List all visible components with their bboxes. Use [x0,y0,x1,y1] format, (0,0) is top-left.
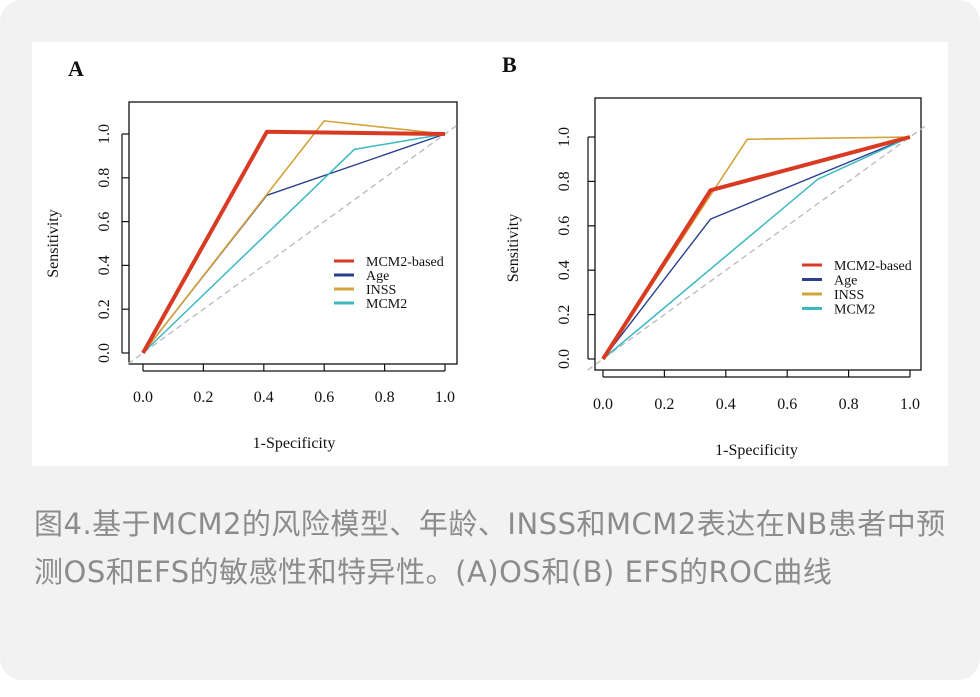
y-tick-label: 1.0 [96,124,113,144]
figure-caption: 图4.基于MCM2的风险模型、年龄、INSS和MCM2表达在NB患者中预测OS和… [34,507,946,589]
legend-label: Age [366,269,389,284]
legend-label: INSS [366,283,396,298]
x-tick-label: 0.8 [375,389,395,406]
y-axis-label: Sensitivity [45,209,62,277]
y-tick-label: 0.2 [556,305,573,325]
x-tick-label: 0.0 [593,396,613,413]
legend-label: MCM2-based [834,259,912,274]
x-tick-label: 0.4 [716,396,736,413]
roc-figure: A 0.0 0.2 0.4 0.6 0.8 1.0 0.0 0.2 0.4 0.6 0.8 1.0 1-S… [32,42,948,466]
series-line-mcm2 [602,136,911,360]
y-tick-label: 0.6 [556,216,573,236]
x-tick-label: 0.4 [254,389,274,406]
y-axis-label: Sensitivity [505,214,522,282]
y-tick-label: 0.4 [96,255,113,275]
x-axis-label: 1-Specificity [715,442,798,459]
legend-label: MCM2 [834,303,875,318]
card: A 0.0 0.2 0.4 0.6 0.8 1.0 0.0 0.2 0.4 0.6 0.8 1.0 1-S… [0,0,980,680]
series-line-inss [142,120,446,354]
legend-label: MCM2 [366,297,407,312]
legend-label: Age [834,274,857,289]
y-tick-label: 0.4 [556,260,573,280]
x-axis-label: 1-Specificity [253,435,336,452]
y-tick-label: 1.0 [556,127,573,147]
roc-panel-a: A 0.0 0.2 0.4 0.6 0.8 1.0 0.0 0.2 0.4 0.6 0.8 1.0 1-S… [45,56,461,452]
roc-panel-b: B 0.0 0.2 0.4 0.6 0.8 1.0 0.0 0.2 0.4 0.6 0.8 1.0 1-S… [502,52,926,459]
x-tick-label: 0.0 [133,389,153,406]
series-line-mcm2 [142,133,446,354]
diagonal-reference-line [127,122,461,365]
legend-label: MCM2-based [366,255,444,270]
x-tick-label: 0.2 [193,389,213,406]
x-tick-label: 0.6 [777,396,797,413]
x-tick-label: 0.6 [314,389,334,406]
x-tick-label: 0.8 [839,396,859,413]
panel-label: A [68,56,84,81]
x-tick-label: 0.2 [654,396,674,413]
y-tick-label: 0.0 [96,343,113,363]
panel-label: B [502,52,517,77]
series-line-mcm2-based [141,129,446,354]
y-tick-label: 0.0 [556,349,573,369]
legend-label: INSS [834,288,864,303]
plot-frame [128,101,458,365]
y-tick-label: 0.6 [96,212,113,232]
series-line-mcm2-based [601,135,911,361]
series-line-age [602,136,911,360]
roc-charts: A 0.0 0.2 0.4 0.6 0.8 1.0 0.0 0.2 0.4 0.6 0.8 1.0 1-S… [45,52,926,459]
diagonal-reference-line [587,125,926,371]
y-tick-label: 0.8 [96,168,113,188]
plot-frame [594,97,922,371]
x-tick-label: 1.0 [900,396,920,413]
x-tick-label: 1.0 [435,389,455,406]
y-tick-label: 0.2 [96,299,113,319]
y-tick-label: 0.8 [556,171,573,191]
